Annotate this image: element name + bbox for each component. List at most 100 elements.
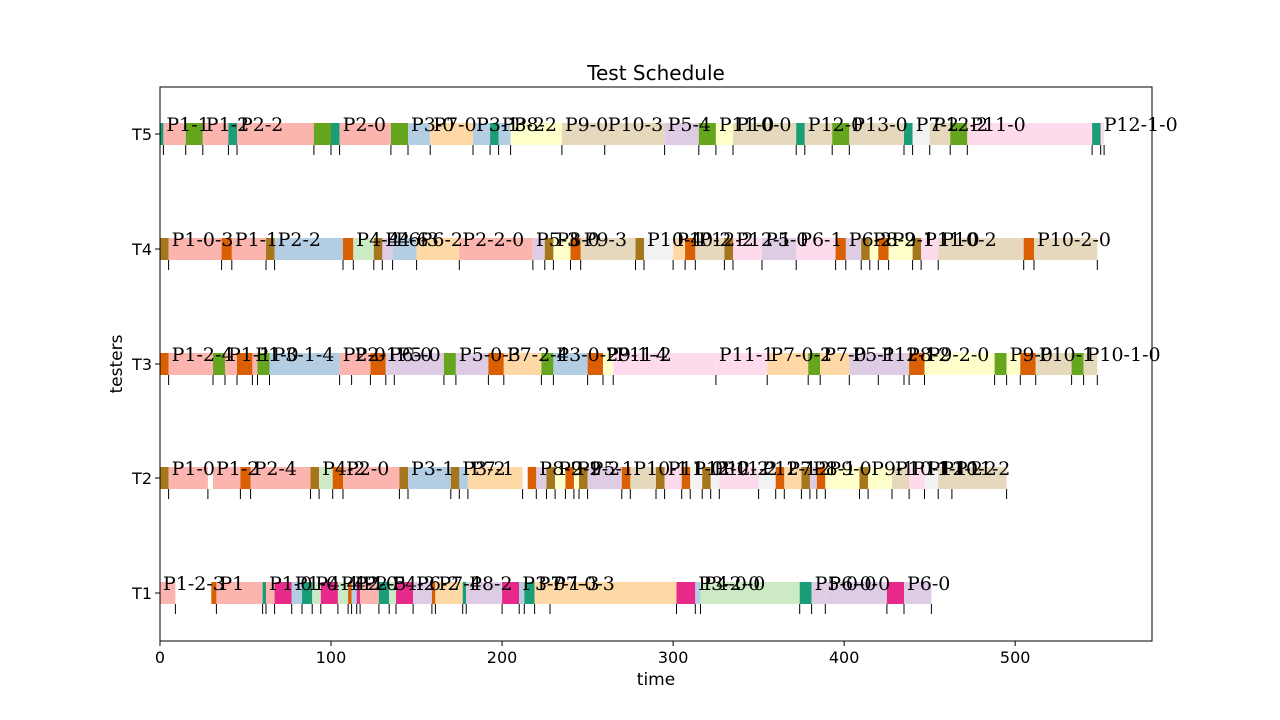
task-label: P10-0 (736, 114, 791, 136)
task-bar (373, 238, 383, 260)
task-label: P12-0 (808, 114, 863, 136)
task-label: P8-2 (469, 573, 512, 595)
task-bar (213, 353, 225, 375)
task-bar (587, 353, 603, 375)
task-bar (519, 582, 525, 604)
task-bar (664, 123, 699, 145)
task-bar (579, 467, 588, 489)
task-label: P12-2 (714, 458, 769, 480)
task-bar (613, 353, 716, 375)
task-label: P11-0 (924, 229, 979, 251)
task-bar (353, 238, 374, 260)
task-label: P6-0 (389, 344, 432, 366)
task-label: P10-4 (647, 229, 702, 251)
task-label: P10-1-0 (1087, 344, 1161, 366)
x-tick-label: 300 (658, 648, 689, 667)
task-label: P3-1 (411, 458, 454, 480)
task-bar (951, 467, 1007, 489)
task-label: P4-2 (322, 458, 365, 480)
task-label: P2-2 (278, 229, 321, 251)
task-bar (524, 582, 535, 604)
task-bar (160, 353, 169, 375)
task-bar (313, 123, 331, 145)
task-bar (443, 353, 456, 375)
task-label: P8-2 (539, 458, 582, 480)
task-bar (351, 353, 371, 375)
task-bar (868, 467, 892, 489)
task-bar (228, 123, 237, 145)
task-bar (408, 467, 451, 489)
task-bar (849, 353, 879, 375)
task-label: P9-1-4 (606, 344, 668, 366)
y-tick-label: T3 (131, 355, 152, 374)
task-bar (332, 467, 343, 489)
task-bar (912, 123, 930, 145)
task-bar (1035, 353, 1072, 375)
task-bar (733, 238, 763, 260)
task-bar (320, 582, 338, 604)
x-tick-label: 500 (1000, 648, 1031, 667)
task-bar (211, 582, 217, 604)
task-bar (695, 582, 701, 604)
task-bar (621, 467, 631, 489)
x-tick-label: 100 (316, 648, 347, 667)
task-label: P2-2-0 (462, 229, 524, 251)
task-bar (250, 467, 311, 489)
task-bar (801, 467, 810, 489)
task-label: P1-1 (228, 344, 271, 366)
x-tick-label: 0 (155, 648, 165, 667)
y-tick-label: T1 (131, 584, 152, 603)
task-bar (216, 582, 263, 604)
task-bar (904, 123, 913, 145)
task-label: P1-0-3 (172, 229, 234, 251)
task-label: P11-1 (719, 344, 774, 366)
task-label: P7-0-2 (770, 344, 832, 366)
y-axis: T1 T2 T3 T4 T5 (131, 125, 160, 603)
task-bar (892, 467, 910, 489)
task-label: P2-0 (346, 458, 389, 480)
task-label: P3-0-2 (556, 344, 618, 366)
plot-area: P1-2-3P1 P1-0P1-0P4-4P4-1P2-0P2-5P4-2P6-2… (160, 114, 1178, 614)
task-bar (430, 123, 473, 145)
task-bar (644, 238, 674, 260)
task-bar (921, 238, 939, 260)
task-bar (909, 353, 925, 375)
task-bar (849, 123, 904, 145)
task-label: P6-2 (849, 229, 892, 251)
task-label: P9-1 (871, 458, 914, 480)
y-tick-label: T4 (131, 240, 152, 259)
task-bar (237, 353, 253, 375)
task-bar (690, 467, 703, 489)
task-bar (1006, 353, 1021, 375)
task-label: P12-1 (762, 458, 817, 480)
task-bar (1020, 353, 1036, 375)
task-bar (938, 467, 952, 489)
task-label: P11-0 (970, 114, 1025, 136)
task-label: P2-0 (343, 114, 386, 136)
task-bar (715, 123, 733, 145)
task-label: P6-1 (799, 229, 842, 251)
task-bar (825, 467, 860, 489)
task-bar (394, 353, 444, 375)
task-bar (845, 238, 862, 260)
task-label: P3-2 (462, 458, 505, 480)
task-bar (715, 353, 768, 375)
task-bar (213, 467, 241, 489)
task-label: P3-0 (411, 114, 454, 136)
task-bar (389, 582, 396, 604)
task-label: P12-1 (736, 229, 791, 251)
task-bar (348, 582, 352, 604)
task-bar (163, 123, 186, 145)
task-bar (553, 353, 588, 375)
task-bar (796, 238, 836, 260)
task-label: P5-4 (668, 114, 711, 136)
task-bar (656, 467, 665, 489)
task-label: P11-2 (722, 458, 777, 480)
task-bar (1083, 353, 1098, 375)
task-bar (550, 582, 677, 604)
task-label: P9-2 (577, 458, 620, 480)
task-label: P5-1 (852, 344, 895, 366)
task-label: P3-2 (502, 114, 545, 136)
task-bar (237, 123, 314, 145)
task-label: P5-0 (765, 229, 808, 251)
